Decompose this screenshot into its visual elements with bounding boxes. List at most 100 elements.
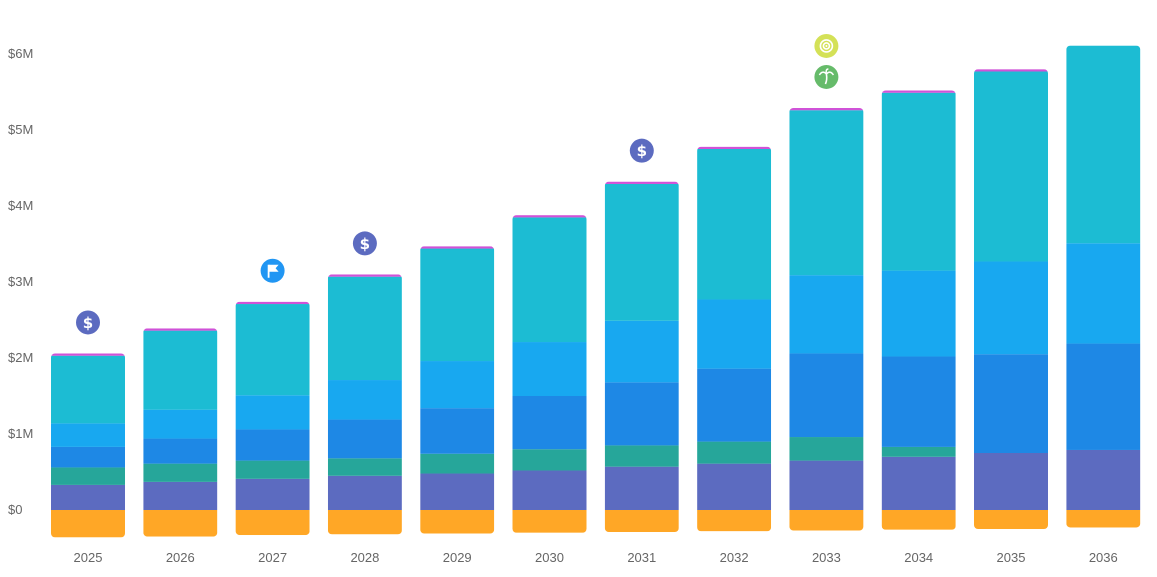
bar-group: [789, 107, 864, 531]
bars: [51, 45, 1141, 538]
x-tick-label: 2027: [258, 550, 287, 565]
bar-segment: [604, 445, 679, 467]
bar-segment: [420, 248, 495, 362]
bar-segment: [327, 380, 402, 420]
bar-segment: [789, 353, 864, 438]
bar-segment: [974, 69, 1048, 72]
bar-segment: [881, 92, 956, 271]
x-tick-label: 2030: [535, 550, 564, 565]
bar-segment: [143, 330, 218, 410]
y-tick-label: $5M: [8, 122, 33, 137]
y-tick-label: $2M: [8, 350, 33, 365]
bar-segment: [789, 460, 864, 510]
bar-segment: [697, 368, 772, 442]
bar-segment: [512, 449, 587, 471]
bar-segment: [604, 181, 679, 184]
bar-segment: [327, 276, 402, 381]
bar-segment: [235, 395, 310, 430]
bar-segment: [235, 510, 310, 536]
bar-segment: [143, 481, 218, 510]
bar-segment: [143, 328, 218, 331]
svg-text:$: $: [83, 314, 93, 332]
bar-segment: [512, 217, 587, 343]
x-tick-label: 2032: [720, 550, 749, 565]
dollar-icon[interactable]: $: [352, 231, 377, 256]
bar-segment: [512, 396, 587, 450]
bar-segment: [51, 423, 125, 447]
bar-group: [512, 215, 587, 533]
x-axis: 2025 2026 2027 2028 2029 2030 2031 2032 2033 2034…: [74, 550, 1118, 565]
svg-text:$: $: [637, 142, 647, 160]
bar-segment: [512, 470, 587, 510]
bar-group: [143, 328, 218, 537]
bar-segment: [974, 453, 1048, 510]
bar-segment: [143, 438, 218, 464]
bar-segment: [881, 446, 956, 457]
bar-segment: [51, 510, 125, 538]
flag-icon[interactable]: [260, 258, 285, 283]
bar-segment: [235, 301, 310, 305]
bar-group: [327, 274, 402, 535]
bar-segment: [143, 409, 218, 439]
y-tick-label: $0: [8, 502, 22, 517]
bar-group: [604, 181, 679, 533]
bar-segment: [1066, 243, 1141, 344]
x-tick-label: 2034: [904, 550, 933, 565]
bar-segment: [512, 215, 587, 218]
bar-group: [1066, 45, 1141, 528]
bar-segment: [697, 441, 772, 464]
bar-segment: [51, 467, 125, 485]
bar-segment: [604, 466, 679, 510]
bar-segment: [420, 246, 495, 249]
bar-segment: [327, 475, 402, 510]
bar-segment: [143, 510, 218, 537]
bar-segment: [51, 355, 125, 424]
bar-segment: [51, 446, 125, 468]
bar-segment: [789, 510, 864, 531]
bar-segment: [697, 149, 772, 300]
bar-group: [697, 146, 772, 532]
y-tick-label: $6M: [8, 46, 33, 61]
bar-segment: [1066, 510, 1141, 528]
dollar-icon[interactable]: $: [76, 310, 100, 335]
dollar-icon[interactable]: $: [629, 138, 654, 163]
markers: $ $ $: [76, 33, 839, 335]
bar-segment: [420, 473, 495, 510]
bar-segment: [327, 458, 402, 476]
bar-segment: [789, 110, 864, 276]
bar-segment: [881, 456, 956, 510]
bar-segment: [697, 463, 772, 510]
bar-segment: [881, 270, 956, 357]
x-tick-label: 2035: [997, 550, 1026, 565]
bar-group: [51, 353, 125, 538]
svg-text:$: $: [360, 235, 370, 253]
bar-segment: [697, 510, 772, 532]
bar-segment: [974, 510, 1048, 529]
x-tick-label: 2031: [627, 550, 656, 565]
bar-segment: [974, 354, 1048, 453]
bar-segment: [697, 146, 772, 149]
x-tick-label: 2029: [443, 550, 472, 565]
y-tick-label: $3M: [8, 274, 33, 289]
bar-segment: [235, 304, 310, 396]
bar-segment: [235, 429, 310, 461]
y-tick-label: $4M: [8, 198, 33, 213]
bar-segment: [697, 299, 772, 369]
bar-segment: [512, 510, 587, 533]
bar-segment: [143, 463, 218, 482]
y-axis: $0 $1M $2M $3M $4M $5M $6M: [8, 46, 33, 517]
bar-segment: [1066, 45, 1141, 244]
bar-segment: [51, 353, 125, 356]
x-tick-label: 2033: [812, 550, 841, 565]
palm-tree-icon[interactable]: [814, 64, 839, 89]
bar-group: [881, 90, 956, 530]
x-tick-label: 2025: [74, 550, 103, 565]
bar-segment: [327, 510, 402, 535]
target-icon[interactable]: [814, 33, 839, 58]
bar-segment: [789, 437, 864, 461]
bar-segment: [604, 382, 679, 446]
bar-segment: [604, 183, 679, 321]
bar-segment: [604, 510, 679, 533]
bar-segment: [974, 71, 1048, 262]
